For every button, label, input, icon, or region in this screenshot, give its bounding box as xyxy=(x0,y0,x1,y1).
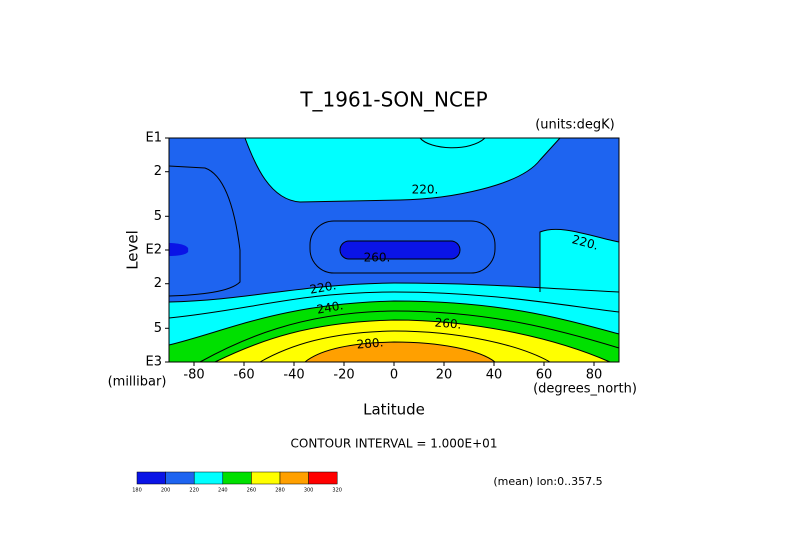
y-axis-title: Level xyxy=(124,230,142,270)
y-units: (millibar) xyxy=(108,375,167,390)
contour-label: 280. xyxy=(356,335,384,351)
colorbar-label: 320 xyxy=(332,488,342,494)
x-tick-label: 20 xyxy=(436,368,453,383)
colorbar-label: 300 xyxy=(304,488,314,494)
units-label: (units:degK) xyxy=(535,118,615,133)
contour-line xyxy=(214,319,611,363)
plot-area xyxy=(168,137,620,363)
y-tick-label: E3 xyxy=(146,355,163,370)
x-tick-label: -20 xyxy=(333,368,354,383)
x-tick-label: -60 xyxy=(233,368,254,383)
y-tick-label: 2 xyxy=(154,276,162,291)
contour-line xyxy=(168,165,241,297)
contour-label: 220. xyxy=(570,232,599,252)
contour-line xyxy=(339,240,461,260)
contour-line xyxy=(244,137,561,203)
y-tick-label: E2 xyxy=(146,243,163,258)
x-axis-title: Latitude xyxy=(363,401,425,419)
contour-line xyxy=(259,330,551,363)
band xyxy=(215,320,610,362)
x-tick-label: -80 xyxy=(183,368,204,383)
contour-line xyxy=(419,137,486,149)
colorbar-box xyxy=(136,471,166,485)
contour-line xyxy=(168,291,620,319)
band xyxy=(540,229,619,292)
colorbar-label: 260 xyxy=(247,488,257,494)
footnote: (mean) lon:0..357.5 xyxy=(493,475,602,488)
x-tick-label: 80 xyxy=(586,368,603,383)
contour-line xyxy=(168,282,620,303)
colorbar-label: 220 xyxy=(189,488,199,494)
band xyxy=(245,138,560,202)
x-tick-label: 40 xyxy=(486,368,503,383)
colorbar-box xyxy=(279,471,309,485)
contour-line xyxy=(199,310,620,363)
contour-line xyxy=(539,228,620,292)
x-tick-label: -40 xyxy=(283,368,304,383)
colorbar-box xyxy=(222,471,252,485)
chart-title: T_1961-SON_NCEP xyxy=(299,88,487,112)
contour-line xyxy=(168,300,620,346)
colorbar-label: 200 xyxy=(161,488,171,494)
band xyxy=(169,243,189,256)
contour-label: 260. xyxy=(434,315,462,331)
x-tick-label: 0 xyxy=(390,368,398,383)
x-tick-label: 60 xyxy=(536,368,553,383)
contour-label: 260. xyxy=(364,251,391,265)
contour-label: 240. xyxy=(316,298,345,316)
colorbar-label: 280 xyxy=(275,488,285,494)
colorbar-label: 180 xyxy=(132,488,142,494)
y-tick-label: 2 xyxy=(154,164,162,179)
colorbar-box xyxy=(251,471,281,485)
colorbar-label: 240 xyxy=(218,488,228,494)
x-units: (degrees_north) xyxy=(533,382,637,397)
y-tick-label: E1 xyxy=(146,131,163,146)
contour-label: 220. xyxy=(309,278,338,296)
band xyxy=(340,241,460,259)
contour-label: 220. xyxy=(412,183,439,197)
contour-line xyxy=(309,220,496,274)
colorbar-box xyxy=(165,471,195,485)
y-tick-label: 5 xyxy=(154,321,162,336)
colorbar-box xyxy=(308,471,338,485)
colorbar-box xyxy=(193,471,224,485)
contour-line xyxy=(304,341,496,363)
y-tick-label: 5 xyxy=(154,209,162,224)
band xyxy=(305,342,495,362)
contour-interval: CONTOUR INTERVAL = 1.000E+01 xyxy=(291,437,498,451)
